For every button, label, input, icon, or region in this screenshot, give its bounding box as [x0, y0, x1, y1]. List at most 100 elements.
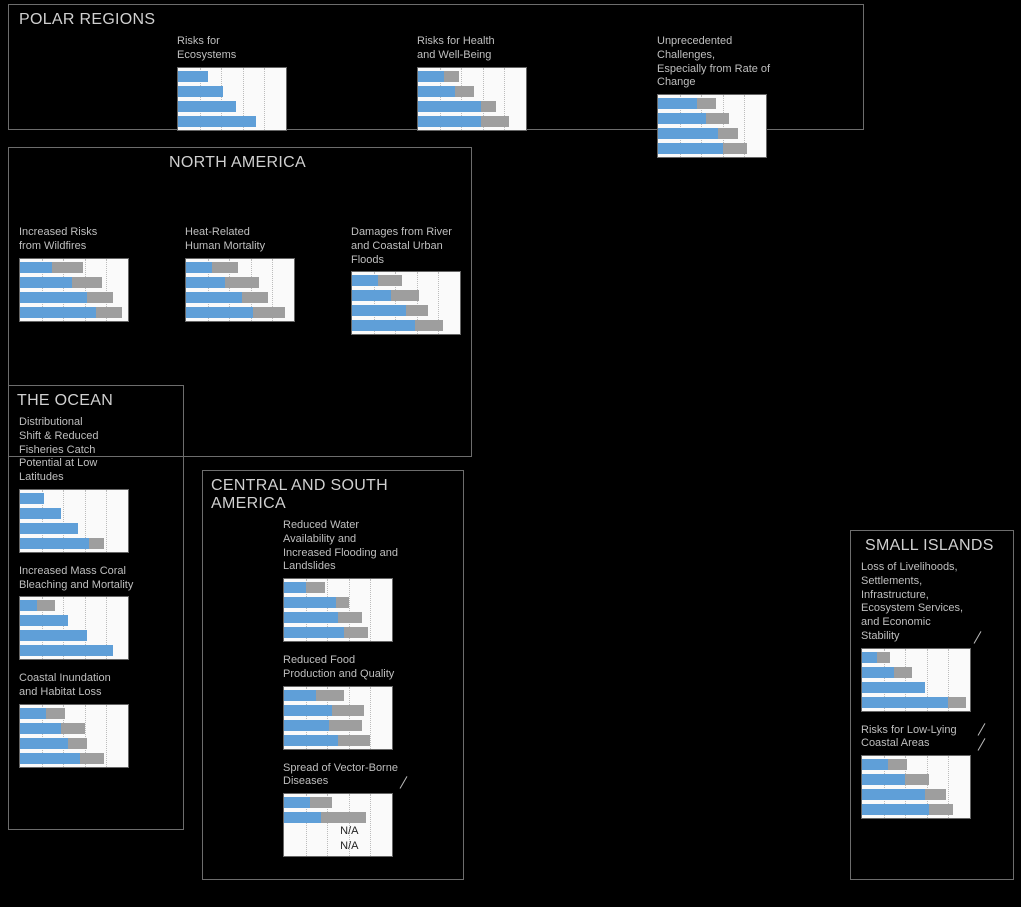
chart-label: Risks for Low-LyingCoastal Areas [861, 724, 991, 752]
bar-row [20, 507, 128, 520]
chart-label: DistributionalShift & ReducedFisheries C… [19, 416, 149, 485]
bar-secondary [61, 723, 85, 734]
bar-row [20, 644, 128, 657]
bar-secondary [925, 789, 947, 800]
chart-block: Increased Mass CoralBleaching and Mortal… [19, 565, 149, 661]
bar-primary [418, 101, 481, 112]
bar-row [352, 319, 460, 332]
bar-row [20, 752, 128, 765]
chart-block: Increased Risksfrom Wildfires [19, 226, 139, 335]
chart-row: Risks forEcosystemsRisks for Healthand W… [9, 33, 863, 158]
bar-primary [20, 645, 113, 656]
chart-block: Reduced WaterAvailability andIncreased F… [283, 519, 413, 642]
bar-secondary [329, 720, 361, 731]
na-label: N/A [340, 825, 358, 837]
bar-primary [20, 600, 37, 611]
bar-primary [658, 128, 718, 139]
bar-row [418, 70, 526, 83]
bar-row [20, 599, 128, 612]
bar-row [658, 97, 766, 110]
bar-chart-plot: N/A N/A [283, 793, 393, 857]
bar-row [186, 306, 294, 319]
bar-primary [862, 804, 929, 815]
chart-block: Loss of Livelihoods,Settlements,Infrastr… [861, 561, 991, 712]
chart-label: Risks forEcosystems [177, 35, 307, 63]
bar-primary [284, 720, 329, 731]
chart-column: Loss of Livelihoods,Settlements,Infrastr… [851, 559, 1013, 827]
bar-chart-plot [351, 271, 461, 335]
bar-secondary [723, 143, 747, 154]
bar-row [862, 651, 970, 664]
bar-row [178, 115, 286, 128]
bar-primary [284, 797, 310, 808]
bar-row [352, 274, 460, 287]
region-csa: CENTRAL AND SOUTH AMERICAReduced WaterAv… [202, 470, 464, 880]
bar-secondary [481, 101, 496, 112]
bar-row [284, 611, 392, 624]
bar-secondary [310, 797, 332, 808]
region-small-islands: SMALL ISLANDS Loss of Livelihoods,Settlem… [850, 530, 1014, 880]
bar-chart-plot [417, 67, 527, 131]
bar-row: N/A [284, 826, 392, 839]
bar-secondary [52, 262, 82, 273]
bar-row [20, 629, 128, 642]
bar-secondary [37, 600, 54, 611]
bar-secondary [46, 708, 65, 719]
bar-primary [418, 116, 481, 127]
chart-label: Coastal Inundationand Habitat Loss [19, 672, 149, 700]
bar-primary [862, 682, 925, 693]
bar-row [284, 704, 392, 717]
bar-secondary [415, 320, 443, 331]
bar-secondary [718, 128, 737, 139]
chart-block: Reduced FoodProduction and Quality [283, 654, 413, 750]
bar-primary [178, 116, 256, 127]
bar-secondary [336, 597, 349, 608]
bar-row [20, 537, 128, 550]
bar-row [186, 261, 294, 274]
bar-secondary [72, 277, 102, 288]
chart-block: Spread of Vector-BorneDiseasesN/AN/A [283, 762, 413, 858]
bar-secondary [80, 753, 104, 764]
bar-row [20, 276, 128, 289]
bar-primary [284, 705, 332, 716]
bar-row [862, 681, 970, 694]
bar-row [658, 142, 766, 155]
bar-row [20, 306, 128, 319]
bar-primary [20, 738, 68, 749]
bar-primary [186, 307, 253, 318]
region-polar: POLAR REGIONSRisks forEcosystemsRisks fo… [8, 4, 864, 130]
bar-primary [20, 723, 61, 734]
bar-primary [20, 493, 44, 504]
bar-secondary [391, 290, 419, 301]
chart-label: Unprecedented Challenges,Especially from… [657, 35, 787, 90]
bar-primary [20, 615, 68, 626]
bar-primary [352, 290, 391, 301]
bar-chart-plot [657, 94, 767, 158]
bar-chart-plot [283, 578, 393, 642]
bar-primary [20, 753, 80, 764]
chart-row: Increased Risksfrom Wildfires Heat-Relate… [9, 176, 471, 335]
bar-row [418, 85, 526, 98]
bar-primary [20, 708, 46, 719]
bar-row [20, 291, 128, 304]
bar-primary [658, 98, 697, 109]
chart-block: Heat-RelatedHuman Mortality [185, 226, 305, 335]
bar-primary [20, 307, 96, 318]
bar-row [178, 100, 286, 113]
bar-row [862, 758, 970, 771]
bar-secondary [338, 735, 370, 746]
bar-row [658, 127, 766, 140]
na-label: N/A [340, 840, 358, 852]
bar-row [20, 261, 128, 274]
region-title: SMALL ISLANDS [865, 537, 1003, 555]
chart-label: Damages from Riverand Coastal Urban Floo… [351, 226, 471, 267]
bar-secondary [697, 98, 716, 109]
bar-row [418, 115, 526, 128]
bar-chart-plot [283, 686, 393, 750]
chart-block: Unprecedented Challenges,Especially from… [657, 35, 787, 158]
bar-chart-plot [177, 67, 287, 131]
bar-secondary [306, 582, 325, 593]
bar-secondary [253, 307, 285, 318]
bar-row [20, 492, 128, 505]
chart-label: Reduced FoodProduction and Quality [283, 654, 413, 682]
